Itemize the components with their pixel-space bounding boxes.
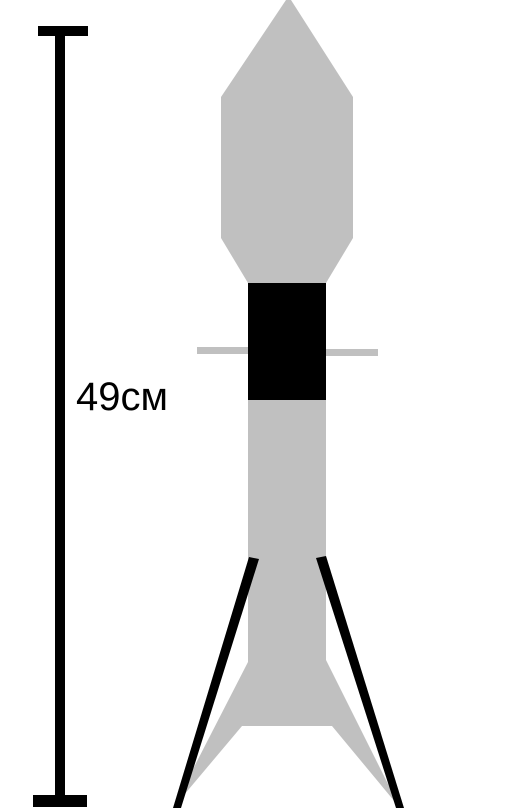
rocket-left-leg [173, 557, 259, 808]
rocket-body-tube [248, 396, 326, 726]
height-label: 49см [76, 375, 168, 419]
rocket-nose-cone [221, 0, 353, 283]
rocket-launch-rod-right [323, 349, 378, 356]
rocket-black-band [248, 283, 326, 400]
height-scale-bar [33, 26, 88, 807]
rocket-right-leg [316, 556, 404, 808]
scale-bar-line [55, 30, 65, 802]
rocket-launch-rod-left [197, 347, 251, 354]
rocket [173, 0, 404, 808]
scale-bar-bottom-cap [33, 795, 87, 807]
rocket-right-fin [326, 660, 400, 808]
